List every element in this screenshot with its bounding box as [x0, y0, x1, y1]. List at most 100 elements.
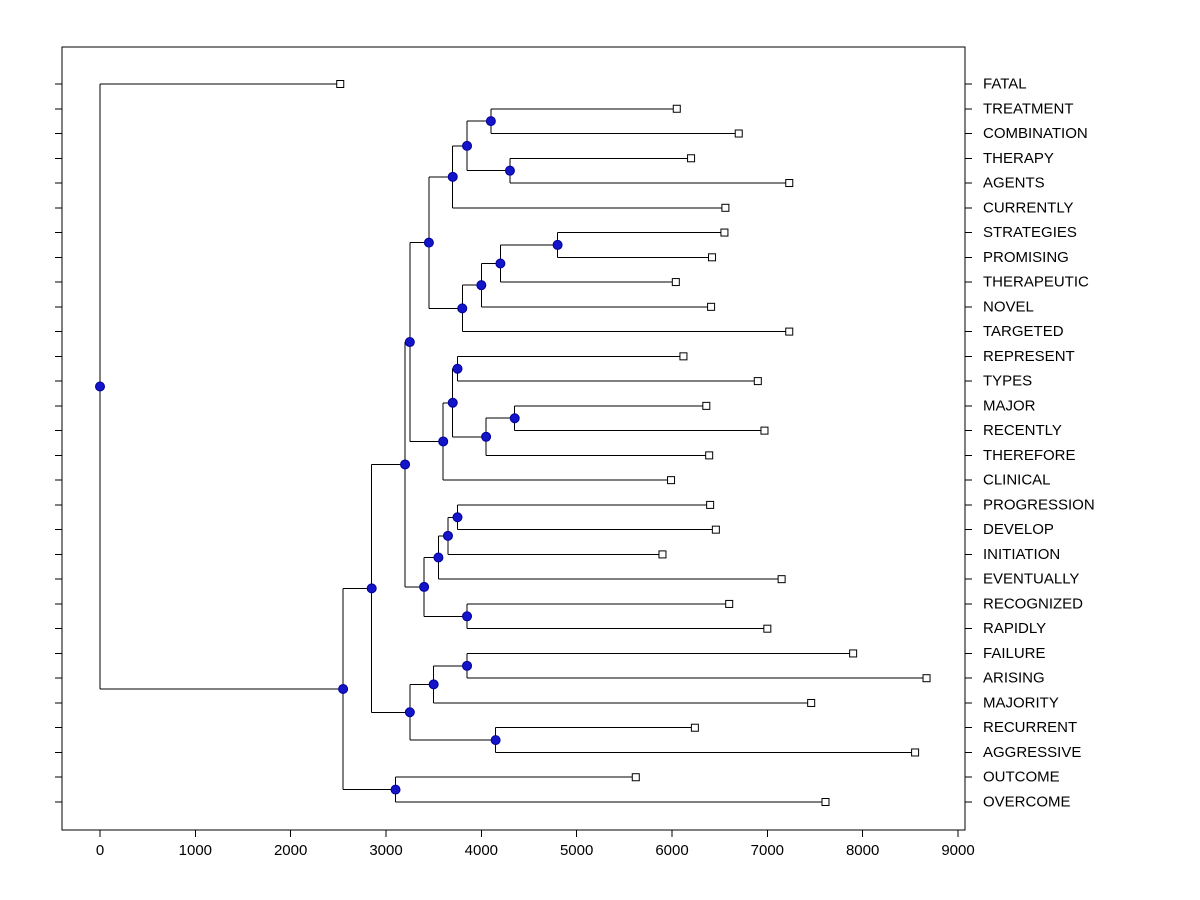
branch-node-marker	[462, 660, 473, 671]
leaf-label: OUTCOME	[983, 769, 1060, 786]
leaf-label: FAILURE	[983, 645, 1046, 662]
leaf-label: AGENTS	[983, 175, 1045, 192]
leaf-label: THEREFORE	[983, 447, 1076, 464]
branch-node-marker	[338, 683, 349, 694]
leaf-marker	[911, 748, 920, 757]
leaf-label: RECURRENT	[983, 719, 1077, 736]
x-axis-tick-label: 3000	[369, 842, 402, 859]
leaf-marker	[807, 698, 816, 707]
leaf-marker	[708, 253, 717, 262]
branch-node-marker	[462, 611, 473, 622]
leaf-label: OVERCOME	[983, 794, 1071, 811]
x-axis-tick-label: 8000	[846, 842, 879, 859]
leaf-marker	[702, 401, 711, 410]
x-axis-tick-label: 0	[96, 842, 104, 859]
leaf-marker	[631, 773, 640, 782]
leaf-label: DEVELOP	[983, 521, 1054, 538]
x-axis-tick-label: 5000	[560, 842, 593, 859]
branch-node-marker	[438, 436, 449, 447]
leaf-marker	[725, 599, 734, 608]
branch-node-marker	[504, 165, 515, 176]
leaf-marker	[667, 476, 676, 485]
branch-node-marker	[485, 116, 496, 127]
branch-node-marker	[95, 381, 105, 392]
leaf-label: TREATMENT	[983, 100, 1074, 117]
leaf-marker	[705, 451, 714, 460]
leaf-label: NOVEL	[983, 298, 1034, 315]
branch-node-marker	[452, 512, 463, 523]
branch-node-marker	[490, 735, 501, 746]
leaf-label: TYPES	[983, 373, 1032, 390]
leaf-marker	[785, 327, 794, 336]
leaf-label: PROGRESSION	[983, 496, 1095, 513]
leaf-label: REPRESENT	[983, 348, 1075, 365]
x-axis-tick-label: 7000	[751, 842, 784, 859]
leaf-label: EVENTUALLY	[983, 571, 1079, 588]
branch-node-marker	[552, 239, 563, 250]
leaf-label: THERAPEUTIC	[983, 274, 1089, 291]
leaf-marker	[785, 179, 794, 188]
leaf-label: CURRENTLY	[983, 199, 1074, 216]
leaf-label: RAPIDLY	[983, 620, 1046, 637]
leaf-marker	[821, 798, 830, 806]
leaf-marker	[721, 203, 730, 212]
leaf-marker	[753, 377, 762, 386]
leaf-label: MAJORITY	[983, 694, 1059, 711]
branch-node-marker	[457, 303, 468, 314]
branch-node-marker	[390, 784, 401, 795]
branch-node-marker	[476, 280, 487, 291]
leaf-marker	[760, 426, 769, 435]
branch-node-marker	[404, 707, 415, 718]
branch-node-marker	[452, 363, 463, 374]
axis-box	[61, 46, 966, 831]
leaf-marker	[658, 550, 667, 559]
branch-node-marker	[462, 140, 473, 151]
leaf-marker	[849, 649, 858, 658]
leaf-marker	[763, 624, 772, 633]
leaf-marker	[777, 575, 786, 584]
leaf-marker	[687, 154, 696, 163]
leaf-marker	[679, 352, 688, 361]
branch-node-marker	[495, 258, 506, 269]
x-axis-tick-label: 6000	[655, 842, 688, 859]
leaf-marker	[672, 104, 681, 113]
leaf-marker	[690, 723, 699, 732]
x-axis-tick-label: 9000	[941, 842, 974, 859]
leaf-label: ARISING	[983, 670, 1045, 687]
leaf-label: THERAPY	[983, 150, 1054, 167]
leaf-label: MAJOR	[983, 397, 1036, 414]
branch-node-marker	[442, 530, 453, 541]
leaf-label: STRATEGIES	[983, 224, 1077, 241]
leaf-label: TARGETED	[983, 323, 1064, 340]
leaf-marker	[734, 129, 743, 138]
leaf-marker	[706, 500, 715, 509]
branch-node-marker	[433, 552, 444, 563]
leaf-marker	[922, 674, 931, 683]
branch-node-marker	[419, 581, 430, 592]
leaf-marker	[671, 278, 680, 287]
leaf-label: RECOGNIZED	[983, 595, 1083, 612]
branch-node-marker	[366, 583, 377, 594]
branch-node-marker	[509, 413, 520, 424]
x-axis-tick-label: 1000	[179, 842, 212, 859]
leaf-label: PROMISING	[983, 249, 1069, 266]
leaf-label: COMBINATION	[983, 125, 1088, 142]
leaf-label: INITIATION	[983, 546, 1060, 563]
branch-node-marker	[423, 237, 434, 248]
branch-node-marker	[481, 431, 492, 442]
leaf-marker	[720, 228, 729, 237]
branch-node-marker	[447, 171, 458, 182]
branch-node-marker	[404, 337, 415, 348]
leaf-marker	[711, 525, 720, 534]
branch-node-marker	[400, 459, 411, 470]
branch-node-marker	[428, 679, 439, 690]
x-axis-tick-label: 2000	[274, 842, 307, 859]
leaf-label: AGGRESSIVE	[983, 744, 1081, 761]
leaf-marker	[336, 80, 345, 88]
leaf-label: RECENTLY	[983, 422, 1062, 439]
leaf-label: FATAL	[983, 76, 1027, 93]
leaf-marker	[707, 302, 716, 311]
